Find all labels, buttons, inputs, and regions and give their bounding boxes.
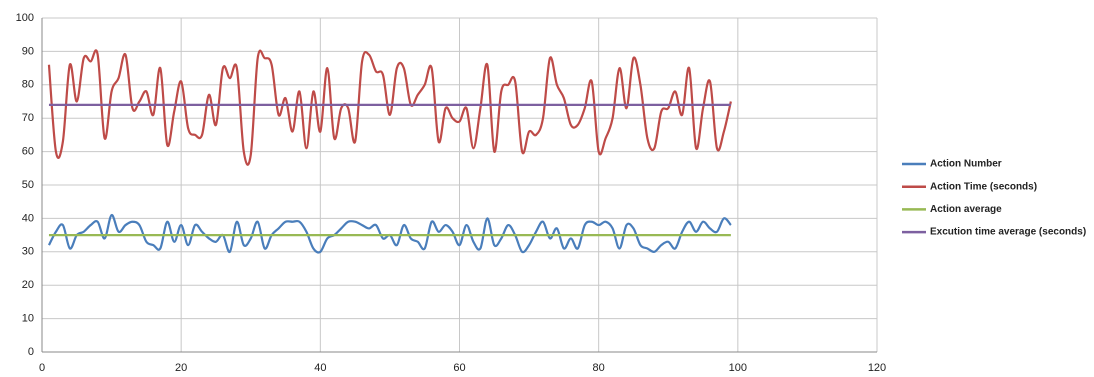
x-tick-label: 120: [868, 362, 886, 374]
x-tick-label: 80: [593, 362, 605, 374]
y-tick-label: 90: [22, 45, 34, 57]
x-tick-label: 100: [729, 362, 747, 374]
y-tick-label: 80: [22, 79, 34, 91]
x-tick-label: 60: [453, 362, 465, 374]
y-tick-label: 70: [22, 112, 34, 124]
y-tick-label: 0: [28, 346, 34, 358]
y-tick-label: 10: [22, 313, 34, 325]
y-tick-label: 30: [22, 246, 34, 258]
legend-label: Action Number: [930, 159, 1002, 170]
y-tick-label: 20: [22, 279, 34, 291]
legend-label: Action Time (seconds): [930, 181, 1037, 192]
y-tick-label: 40: [22, 212, 34, 224]
x-tick-label: 40: [314, 362, 326, 374]
y-tick-label: 60: [22, 146, 34, 158]
y-tick-label: 50: [22, 179, 34, 191]
legend-label: Excution time average (seconds): [930, 227, 1086, 238]
series-line: [47, 49, 732, 166]
series-line: [47, 213, 732, 254]
legend-label: Action average: [930, 204, 1002, 215]
x-tick-label: 0: [39, 362, 45, 374]
x-tick-label: 20: [175, 362, 187, 374]
y-tick-label: 100: [16, 12, 34, 24]
